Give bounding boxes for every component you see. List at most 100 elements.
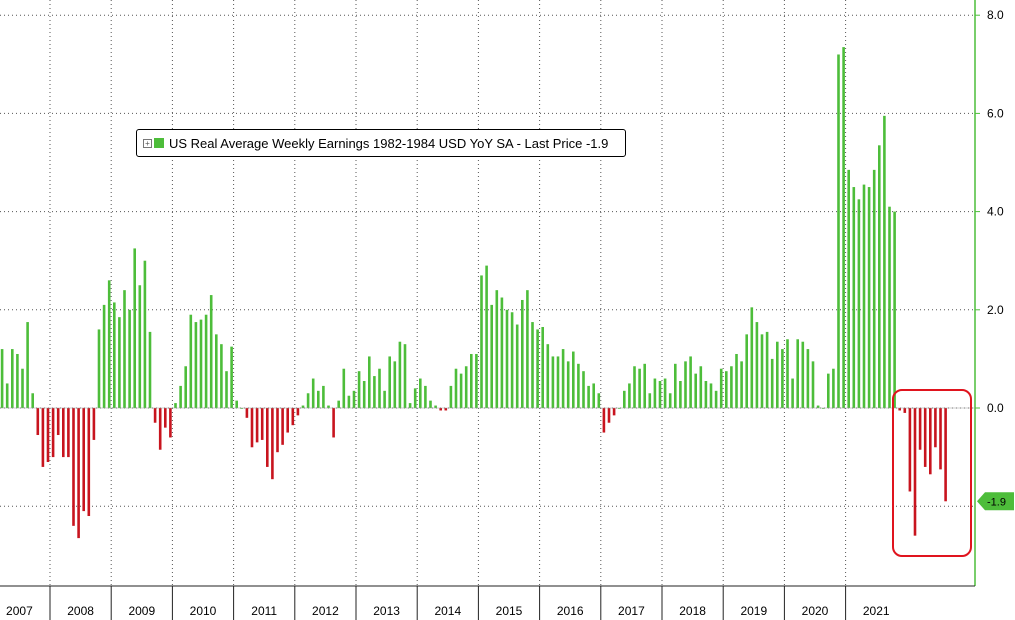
- bar: [577, 363, 580, 408]
- bar: [592, 383, 595, 408]
- x-year-label: 2015: [496, 604, 523, 618]
- x-year-label: 2016: [557, 604, 584, 618]
- bar: [107, 280, 111, 408]
- bar: [403, 344, 407, 408]
- bar: [179, 385, 182, 408]
- bar: [439, 408, 442, 411]
- bar: [842, 47, 845, 409]
- bar: [546, 344, 550, 408]
- bar: [393, 361, 397, 408]
- bar: [781, 349, 784, 408]
- bar: [306, 393, 310, 408]
- bar: [67, 408, 70, 458]
- bar: [663, 378, 667, 408]
- bar: [31, 393, 34, 408]
- bar: [388, 356, 391, 408]
- x-year-label: 2018: [679, 604, 706, 618]
- bar: [776, 341, 779, 408]
- bar: [0, 349, 4, 408]
- x-year-label: 2021: [863, 604, 890, 618]
- bar: [378, 368, 381, 408]
- bar: [383, 390, 386, 408]
- bar: [317, 390, 320, 408]
- bar: [235, 400, 238, 408]
- bar: [505, 309, 509, 408]
- bar: [123, 290, 126, 408]
- bar: [337, 400, 340, 408]
- bar: [77, 408, 80, 539]
- bar: [832, 368, 835, 408]
- bar: [939, 408, 942, 470]
- bar: [11, 349, 14, 408]
- bar: [220, 344, 223, 408]
- bar: [16, 353, 19, 408]
- bar: [281, 408, 284, 445]
- bar: [56, 408, 60, 436]
- bar: [689, 356, 692, 408]
- bar: [215, 334, 218, 408]
- bar: [357, 371, 361, 409]
- bar: [199, 319, 203, 408]
- bar: [164, 408, 167, 428]
- bar: [87, 408, 91, 517]
- y-tick-label: 4.0: [987, 205, 1004, 219]
- bar: [612, 408, 616, 416]
- bar: [913, 408, 917, 536]
- bar: [617, 408, 621, 409]
- bar: [97, 329, 101, 408]
- bar: [623, 390, 626, 408]
- bar: [209, 295, 213, 408]
- bar: [194, 322, 198, 408]
- x-year-label: 2009: [128, 604, 155, 618]
- bar: [908, 408, 912, 492]
- bar: [36, 408, 40, 436]
- highlight-box: [892, 389, 972, 557]
- bar: [755, 322, 759, 408]
- bar: [470, 353, 473, 408]
- bar: [633, 366, 636, 408]
- bar: [266, 408, 269, 467]
- bar: [597, 393, 601, 408]
- bar: [679, 381, 682, 409]
- x-year-label: 2010: [190, 604, 217, 618]
- bar: [169, 408, 172, 438]
- bar: [260, 408, 264, 440]
- bar: [464, 366, 468, 408]
- bar: [740, 361, 743, 408]
- bar: [291, 408, 295, 426]
- bar: [419, 378, 422, 408]
- bar: [648, 393, 652, 408]
- bar: [827, 373, 830, 408]
- bar: [46, 408, 50, 463]
- bar: [296, 408, 300, 416]
- bar: [286, 408, 289, 433]
- bar: [51, 408, 55, 458]
- bar: [903, 408, 907, 413]
- bar: [189, 314, 193, 408]
- bar: [174, 403, 177, 408]
- gridlines: [0, 0, 975, 586]
- bar: [500, 297, 504, 408]
- bar: [582, 371, 585, 409]
- chart-legend: + US Real Average Weekly Earnings 1982-1…: [136, 129, 626, 157]
- bar: [653, 378, 657, 408]
- bar: [475, 353, 478, 408]
- bar: [934, 408, 937, 448]
- bar: [602, 408, 606, 433]
- bar: [923, 408, 927, 467]
- bar: [515, 324, 519, 408]
- bar: [424, 385, 427, 408]
- bar: [531, 322, 534, 408]
- bar: [714, 390, 718, 408]
- bar: [429, 400, 432, 408]
- bar: [21, 368, 24, 408]
- bar: [725, 371, 728, 409]
- bar: [133, 248, 136, 408]
- bar: [332, 408, 335, 438]
- bar: [102, 304, 106, 408]
- legend-toggle-icon[interactable]: +: [143, 138, 152, 148]
- last-price-label: -1.9: [987, 496, 1006, 508]
- bar: [638, 368, 641, 408]
